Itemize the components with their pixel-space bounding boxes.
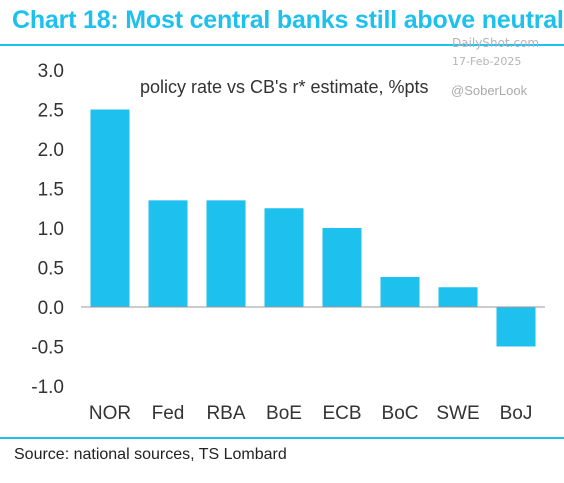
y-tick-label: 0.0 [38,298,64,319]
x-tick-label: Fed [152,403,185,424]
y-tick-label: 1.5 [38,180,64,201]
source-note: Source: national sources, TS Lombard [14,446,287,463]
bar-boe [264,208,304,307]
bar-ecb [322,228,362,307]
bar-chart: policy rate vs CB's r* estimate, %pts 3.0… [31,61,545,424]
footer-divider [0,437,564,439]
author-handle: @SoberLook [451,83,528,98]
x-tick-label: BoC [382,403,419,424]
y-tick-label: -0.5 [31,338,64,359]
bar-fed [148,200,188,307]
bar-swe [438,287,478,307]
x-tick-label: BoJ [500,403,533,424]
y-tick-label: 0.5 [38,259,64,280]
x-tick-label: ECB [322,403,361,424]
watermark-logo: DailyShot.com [452,36,540,50]
bar-nor [90,109,130,307]
y-tick-label: 3.0 [38,61,64,82]
bar-rba [206,200,246,307]
x-tick-label: NOR [89,403,131,424]
y-tick-label: -1.0 [31,377,64,398]
y-tick-label: 1.0 [38,219,64,240]
bar-boc [380,276,420,307]
bar-boj [496,307,536,347]
y-tick-label: 2.0 [38,140,64,161]
x-tick-label: BoE [266,403,302,424]
x-tick-label: RBA [206,403,245,424]
title-divider [0,44,564,46]
watermark-date: 17-Feb-2025 [452,55,522,68]
y-tick-label: 2.5 [38,101,64,122]
chart-subtitle: policy rate vs CB's r* estimate, %pts [140,77,429,97]
x-tick-label: SWE [436,403,479,424]
chart-title: Chart 18: Most central banks still above… [12,6,564,34]
